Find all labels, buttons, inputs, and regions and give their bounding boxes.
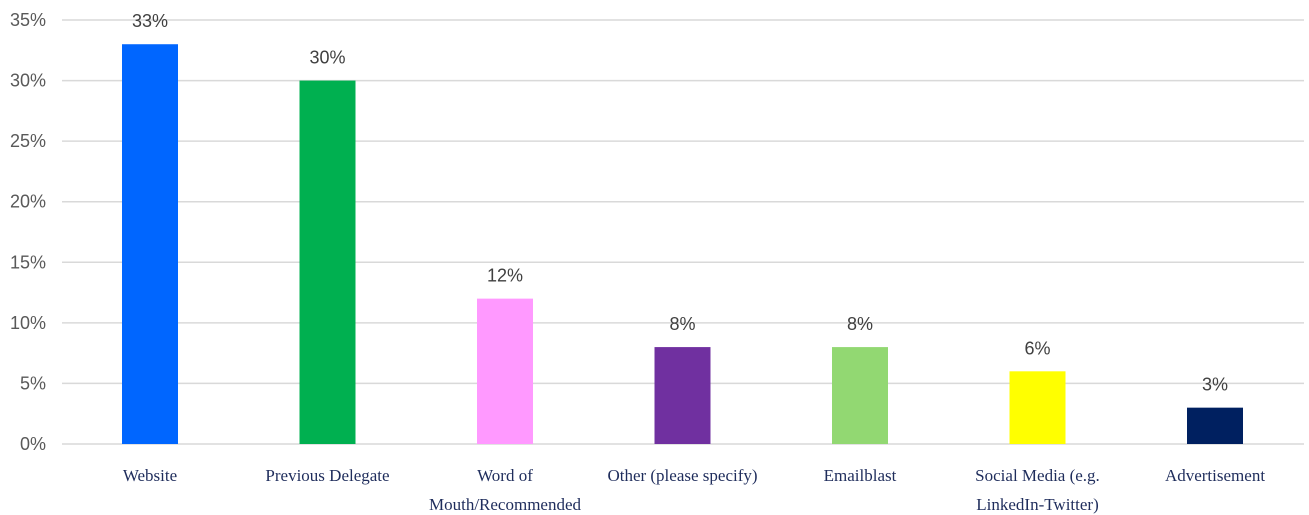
x-tick-label: Social Media (e.g. LinkedIn-Twitter) — [975, 466, 1100, 514]
x-tick-label: Word of Mouth/Recommended — [429, 466, 582, 514]
bars — [122, 44, 1243, 445]
bar-3 — [477, 298, 533, 444]
data-label: 33% — [132, 11, 168, 31]
data-label: 8% — [847, 314, 873, 334]
bar-2 — [299, 80, 356, 445]
data-labels: 33% 30% 12% 8% 8% 6% 3% — [132, 11, 1228, 394]
data-label: 8% — [669, 314, 695, 334]
x-axis: Website Previous Delegate Word of Mouth/Rec… — [123, 466, 1265, 514]
y-tick-label: 5% — [20, 373, 46, 393]
x-tick-label: Emailblast — [824, 466, 897, 485]
data-label: 6% — [1024, 338, 1050, 358]
y-tick-label: 10% — [10, 313, 46, 333]
data-label: 3% — [1202, 375, 1228, 395]
y-tick-label: 25% — [10, 131, 46, 151]
x-tick-label: Website — [123, 466, 177, 485]
y-axis: 0% 5% 10% 15% 20% 25% 30% 35% — [10, 10, 46, 454]
y-tick-label: 30% — [10, 71, 46, 91]
y-tick-label: 0% — [20, 434, 46, 454]
bar-1 — [122, 44, 178, 444]
bar-7 — [1187, 407, 1243, 444]
x-tick-label: Previous Delegate — [265, 466, 389, 485]
x-tick-label: Other (please specify) — [607, 466, 757, 485]
bar-6 — [1009, 371, 1066, 444]
x-tick-label: Advertisement — [1165, 466, 1265, 485]
y-tick-label: 20% — [10, 192, 46, 212]
bar-5 — [832, 347, 888, 444]
bar-4 — [654, 347, 711, 444]
gridlines — [62, 19, 1304, 445]
data-label: 12% — [487, 266, 523, 286]
y-tick-label: 15% — [10, 252, 46, 272]
data-label: 30% — [309, 48, 345, 68]
y-tick-label: 35% — [10, 10, 46, 30]
